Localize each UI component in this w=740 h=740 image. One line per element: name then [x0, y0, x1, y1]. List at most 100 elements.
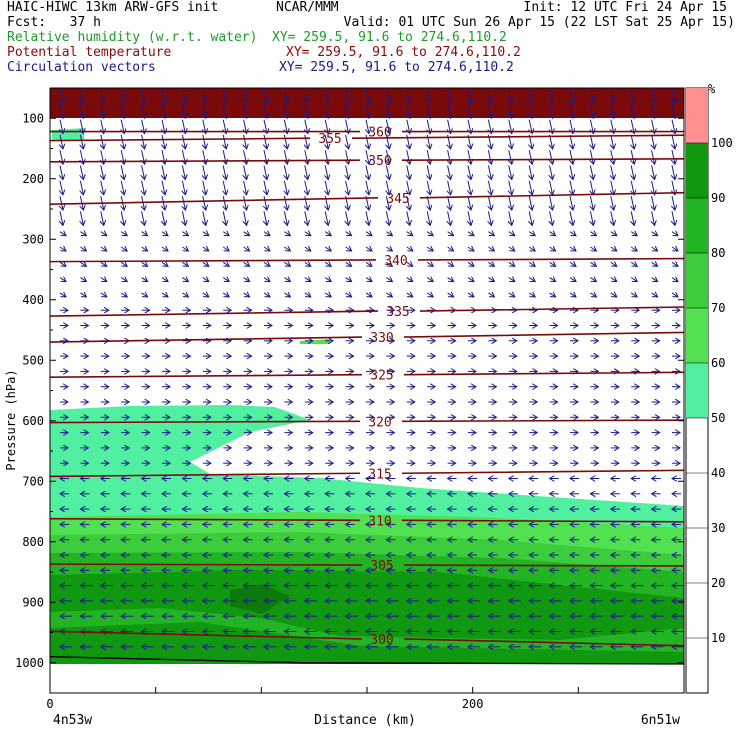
circulation-vector	[346, 134, 349, 149]
circulation-vector	[570, 165, 573, 180]
circulation-vector	[284, 247, 290, 251]
circulation-vector	[59, 247, 66, 251]
circulation-vector	[80, 134, 83, 149]
circulation-vector	[386, 211, 389, 225]
circulation-vector	[182, 104, 185, 118]
circulation-vector	[263, 247, 270, 251]
model-title: HAIC-HIWC 13km ARW-GFS init	[7, 0, 219, 15]
circulation-vector	[611, 211, 614, 225]
circulation-vector	[448, 104, 451, 118]
init-time: Init: 12 UTC Fri 24 Apr 15	[523, 0, 728, 15]
circulation-vector	[365, 247, 372, 251]
colorbar-bin	[686, 308, 708, 363]
theta-contour-label: 350	[368, 154, 391, 169]
circulation-vector	[366, 119, 369, 134]
circulation-vector	[610, 293, 617, 297]
circulation-vector	[80, 211, 83, 225]
circulation-vector	[182, 150, 185, 164]
circulation-vector	[142, 104, 145, 118]
circulation-vector	[264, 211, 267, 225]
circulation-vector	[447, 278, 454, 282]
circulation-vector	[570, 195, 573, 210]
circulation-vector	[284, 150, 287, 164]
circulation-vector	[529, 104, 532, 118]
y-tick-label: 500	[22, 353, 44, 367]
circulation-vector	[386, 278, 392, 282]
theta-contour-label: 300	[370, 633, 393, 648]
circulation-vector	[223, 165, 226, 180]
circulation-vector	[610, 278, 617, 282]
circulation-vector	[590, 104, 593, 118]
circulation-vector	[427, 211, 430, 225]
circulation-vector	[365, 262, 372, 266]
circulation-vector	[264, 134, 267, 149]
circulation-vector	[407, 165, 410, 180]
circulation-vector	[630, 293, 637, 297]
circulation-vector	[529, 165, 532, 180]
circulation-vector	[142, 88, 145, 103]
circulation-vector	[161, 247, 168, 251]
circulation-vector	[121, 104, 124, 118]
circulation-vector	[284, 232, 290, 236]
circulation-vector	[223, 88, 226, 103]
circulation-vector	[508, 232, 515, 236]
circulation-vector	[202, 247, 209, 251]
circulation-vector	[60, 165, 63, 180]
circulation-vector	[447, 247, 454, 251]
circulation-vector	[243, 232, 250, 236]
circulation-vector	[590, 262, 596, 266]
rh-field-xy: XY= 259.5, 91.6 to 274.6,110.2	[272, 30, 507, 45]
circulation-vector	[671, 278, 678, 282]
circulation-vector	[426, 262, 433, 266]
circulation-vector	[304, 293, 311, 297]
circulation-vector	[508, 278, 515, 282]
circulation-vector	[652, 104, 655, 118]
circulation-vector	[528, 232, 535, 236]
circulation-vector	[142, 211, 145, 225]
circulation-vector	[142, 134, 145, 149]
theta-contour-line	[50, 469, 684, 478]
circulation-vector	[611, 165, 614, 180]
circulation-vector	[488, 150, 491, 164]
y-tick-label: 700	[22, 474, 44, 488]
circulation-vector	[407, 88, 410, 103]
circulation-vector	[570, 104, 573, 118]
circulation-vector	[590, 134, 593, 149]
circulation-vector	[223, 211, 226, 225]
circulation-vector	[162, 180, 165, 195]
circulation-vector	[203, 211, 206, 225]
theta-contour-line	[50, 157, 684, 163]
circulation-vector	[244, 88, 247, 103]
circulation-vector	[161, 232, 168, 236]
circulation-vector	[325, 134, 328, 149]
circulation-vector	[346, 104, 349, 118]
circulation-vector	[550, 150, 553, 164]
circulation-vector	[182, 293, 188, 297]
circulation-vector	[406, 247, 413, 251]
circulation-vector	[284, 278, 290, 282]
circulation-vector	[652, 211, 655, 225]
circulation-vector	[263, 262, 270, 266]
circulation-vector	[202, 293, 209, 297]
circulation-vector	[386, 195, 389, 210]
circulation-vector	[549, 247, 556, 251]
circulation-vector	[244, 195, 247, 210]
circulation-vector	[488, 104, 491, 118]
theta-contour-line	[50, 563, 684, 567]
colorbar-tick-label: 50	[711, 411, 725, 425]
y-tick-label: 800	[22, 535, 44, 549]
circulation-vector	[120, 232, 127, 236]
circulation-vector	[141, 247, 148, 251]
circulation-vector	[162, 150, 165, 164]
circulation-vector	[182, 134, 185, 149]
circulation-vector	[162, 134, 165, 149]
circulation-vector	[120, 293, 127, 297]
circulation-vector	[631, 180, 634, 195]
circulation-vector	[467, 232, 474, 236]
circulation-vector	[590, 278, 596, 282]
circulation-vector	[569, 247, 576, 251]
circulation-vector	[631, 211, 634, 225]
circulation-vector	[60, 104, 63, 118]
circulation-vector	[407, 211, 410, 225]
theta-contour-label: 330	[370, 331, 393, 346]
